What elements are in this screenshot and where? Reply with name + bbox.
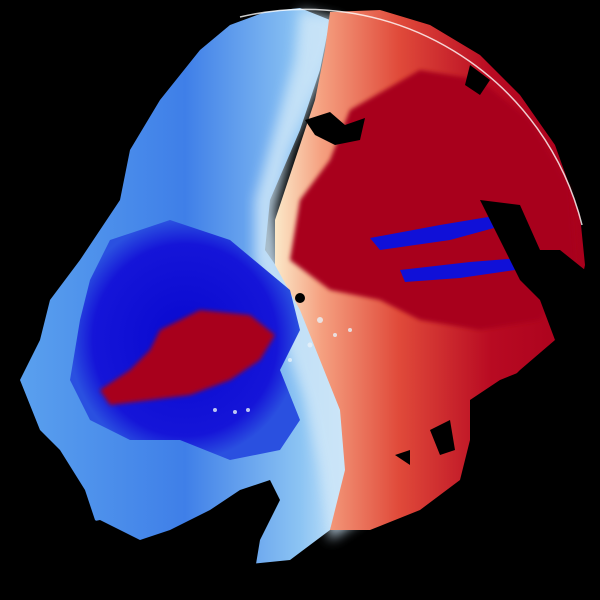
range-edge-arc — [239, 8, 583, 226]
aliased-outbound-patch — [100, 310, 275, 405]
near-zero-band — [255, 10, 360, 540]
aliased-inbound-streak — [370, 215, 505, 250]
ground-clutter — [213, 317, 352, 414]
no-data-gaps — [0, 65, 600, 600]
aliased-inbound-streak — [400, 258, 520, 282]
